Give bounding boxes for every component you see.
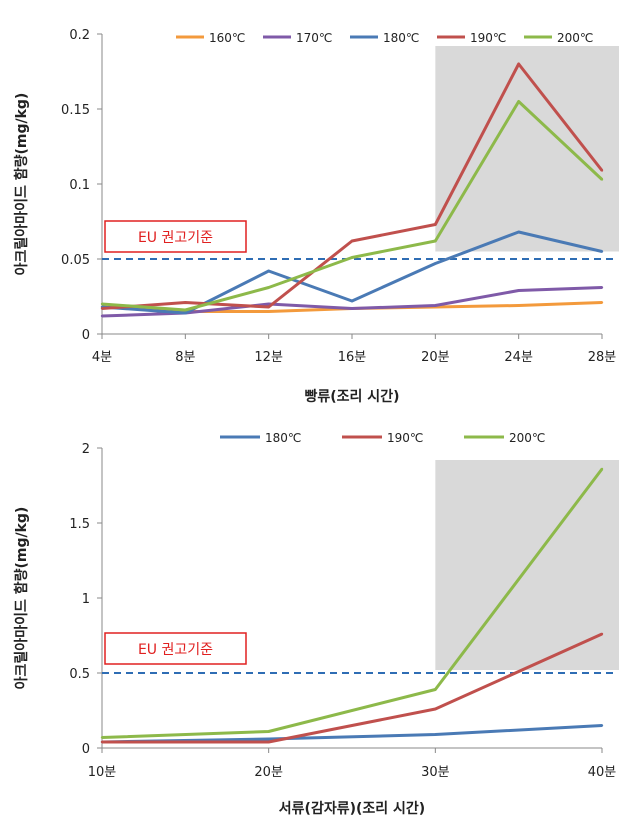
data-point xyxy=(100,302,104,306)
data-point xyxy=(100,740,104,744)
data-point xyxy=(267,737,270,741)
y-tick-label: 0 xyxy=(82,742,90,757)
data-point xyxy=(600,724,604,727)
x-axis-title: 서류(감자류)(조리 시간) xyxy=(279,800,425,817)
data-point xyxy=(434,239,437,243)
legend-label: 160℃ xyxy=(209,31,245,45)
highlight-region xyxy=(435,460,619,670)
x-tick-label: 24분 xyxy=(504,350,533,365)
x-tick-label: 30분 xyxy=(421,765,450,780)
data-point xyxy=(267,305,270,309)
legend-label: 190℃ xyxy=(387,431,423,445)
y-tick-label: 0.1 xyxy=(69,178,90,193)
data-point xyxy=(517,62,520,66)
data-point xyxy=(267,302,270,306)
x-tick-label: 10분 xyxy=(88,765,117,780)
y-tick-label: 2 xyxy=(82,442,90,457)
x-tick-label: 8분 xyxy=(175,350,195,365)
y-axis-title: 아크릴아마이드 함량(mg/kg) xyxy=(13,93,30,276)
x-tick-label: 12분 xyxy=(254,350,283,365)
y-tick-label: 0.5 xyxy=(69,667,90,682)
x-axis-title: 빵류(조리 시간) xyxy=(305,388,400,405)
eu-label-text: EU 권고기준 xyxy=(138,642,213,658)
highlight-region xyxy=(435,46,619,252)
legend-label: 200℃ xyxy=(509,431,545,445)
data-point xyxy=(434,223,437,226)
data-point xyxy=(100,314,104,318)
y-tick-label: 0.05 xyxy=(61,253,90,268)
legend-label: 200℃ xyxy=(557,31,593,45)
series-line-200℃ xyxy=(101,468,604,739)
data-point xyxy=(267,310,270,313)
x-tick-label: 4분 xyxy=(92,350,112,365)
data-point xyxy=(434,304,437,307)
data-point xyxy=(350,307,354,310)
data-point xyxy=(184,308,187,312)
legend-label: 190℃ xyxy=(470,31,506,45)
data-point xyxy=(517,100,520,103)
x-tick-label: 16분 xyxy=(338,350,367,365)
x-tick-label: 20분 xyxy=(421,350,450,365)
data-point xyxy=(434,733,437,736)
data-point xyxy=(184,311,187,315)
data-point xyxy=(517,304,520,307)
eu-label-box xyxy=(104,220,247,253)
y-tick-label: 1.5 xyxy=(69,517,90,532)
data-point xyxy=(267,286,270,289)
y-tick-label: 1 xyxy=(82,592,90,607)
data-point xyxy=(434,688,437,691)
data-point xyxy=(350,239,354,243)
data-point xyxy=(267,730,270,733)
data-point xyxy=(350,299,354,303)
legend-label: 180℃ xyxy=(265,431,301,445)
data-point xyxy=(184,301,187,304)
data-point xyxy=(100,307,104,310)
x-tick-label: 28분 xyxy=(588,350,617,365)
series-line-190℃ xyxy=(102,632,603,744)
data-point xyxy=(267,740,270,744)
chart-2: 0 0.5 1 1.5 2 10분 20분 30분 40분 EU 권고기준 180℃ 190℃ 200℃… xyxy=(13,431,619,817)
data-point xyxy=(600,301,604,304)
data-point xyxy=(434,262,437,265)
data-point xyxy=(517,230,520,234)
y-tick-label: 0.15 xyxy=(61,103,90,118)
data-point xyxy=(600,178,604,181)
data-point xyxy=(350,256,354,259)
chart-1: 0 0.05 0.1 0.15 0.2 4분 8분 12분 16분 20분 24분 28분 EU 권고기… xyxy=(13,28,619,405)
x-tick-label: 40분 xyxy=(588,765,617,780)
y-tick-label: 0 xyxy=(82,328,90,343)
data-point xyxy=(600,250,604,253)
y-tick-label: 0.2 xyxy=(69,28,90,43)
data-point xyxy=(434,707,437,711)
data-point xyxy=(517,289,520,292)
legend-label: 170℃ xyxy=(296,31,332,45)
legend-label: 180℃ xyxy=(383,31,419,45)
x-tick-label: 20분 xyxy=(254,765,283,780)
data-point xyxy=(600,286,604,289)
data-point xyxy=(600,632,604,636)
y-axis-title: 아크릴아마이드 함량(mg/kg) xyxy=(13,507,30,690)
data-point xyxy=(267,269,270,273)
data-point xyxy=(100,736,104,739)
eu-label-box xyxy=(104,632,247,665)
data-point xyxy=(600,169,604,172)
data-point xyxy=(600,467,604,471)
eu-label-text: EU 권고기준 xyxy=(138,230,213,246)
